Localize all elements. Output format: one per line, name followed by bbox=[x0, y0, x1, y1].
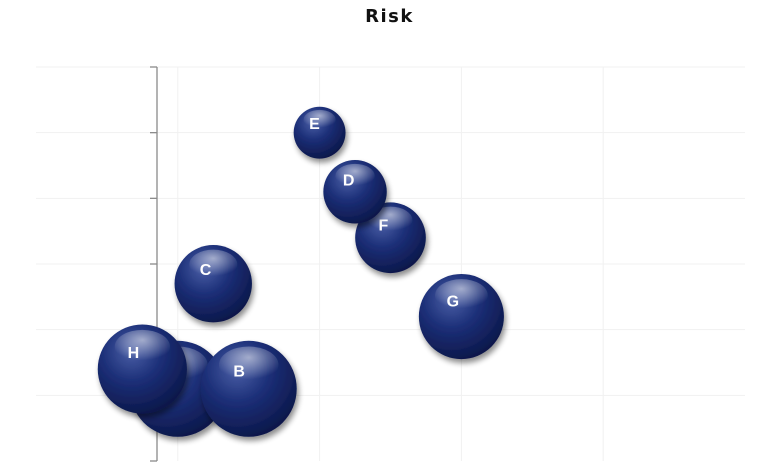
bubble-highlight bbox=[114, 329, 171, 364]
bubble-f: F bbox=[355, 202, 426, 274]
grid bbox=[36, 66, 745, 461]
bubble-c: C bbox=[174, 245, 252, 323]
bubble-highlight bbox=[335, 163, 375, 188]
bubble-label: E bbox=[309, 116, 320, 133]
chart-title: Risk bbox=[365, 6, 414, 27]
bubble-highlight bbox=[303, 109, 336, 130]
bubble-highlight bbox=[189, 249, 238, 280]
bubble-g: G bbox=[418, 273, 504, 360]
bubble-h: H bbox=[97, 324, 187, 414]
bubble-label: F bbox=[379, 217, 389, 234]
bubble-label: B bbox=[233, 364, 245, 381]
bubble-highlight bbox=[435, 279, 488, 312]
bubble-d: D bbox=[323, 160, 387, 224]
bubble-series: ABHGCFDE bbox=[97, 106, 504, 437]
bubble-b: B bbox=[200, 340, 297, 437]
bubble-highlight bbox=[218, 346, 279, 384]
bubble-label: H bbox=[128, 345, 140, 362]
bubble-highlight bbox=[368, 206, 413, 234]
bubble-e: E bbox=[293, 106, 346, 159]
bubble-label: C bbox=[200, 262, 212, 279]
bubble-label: D bbox=[343, 173, 355, 190]
bubble-label: G bbox=[447, 293, 459, 310]
